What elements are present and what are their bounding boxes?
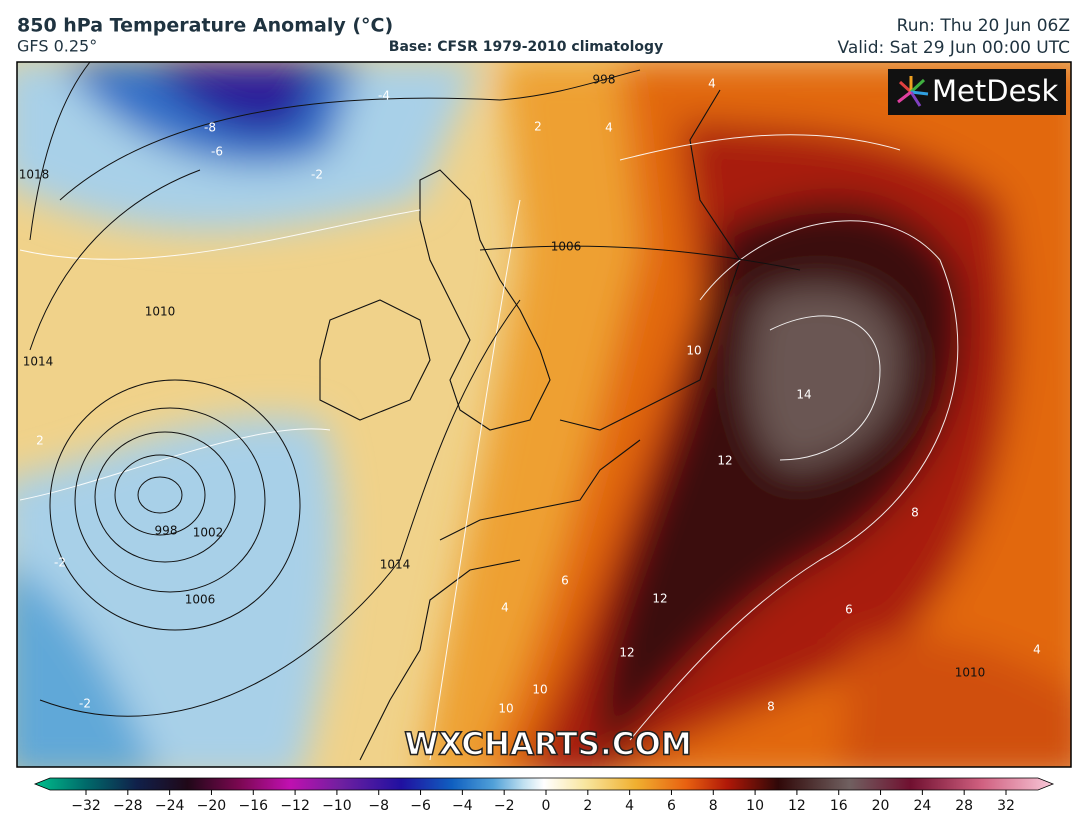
colorbar-tick-label: 20: [872, 798, 890, 814]
coastlines: [319, 89, 741, 761]
colorbar-tick-label: 10: [746, 798, 764, 814]
colorbar-tick-label: −6: [410, 798, 431, 814]
pressure-label: 1006: [185, 593, 216, 607]
anomaly-label: 14: [796, 388, 811, 402]
logo: MetDesk: [932, 74, 1059, 108]
pressure-label: 1006: [551, 240, 582, 254]
colorbar-tick-label: −4: [452, 798, 473, 814]
valid: Valid: Sat 29 Jun 00:00 UTC: [838, 38, 1070, 58]
pressure-label: 1014: [23, 355, 54, 369]
anomaly-label: 12: [717, 454, 732, 468]
model: GFS 0.25°: [17, 37, 97, 56]
anomaly-label: 8: [767, 700, 775, 714]
anomaly-label: -6: [211, 145, 223, 159]
anomaly-label: 10: [686, 344, 701, 358]
anomaly-label: 6: [561, 574, 569, 588]
colorbar-tick-label: 4: [625, 798, 634, 814]
anomaly-label: 4: [605, 121, 613, 135]
colorbar-tick-label: −16: [238, 798, 268, 814]
colorbar-tick-label: −8: [368, 798, 389, 814]
title: 850 hPa Temperature Anomaly (°C): [17, 15, 393, 37]
anomaly-label: -2: [311, 168, 323, 182]
pressure-label: 998: [593, 73, 616, 87]
anomaly-label: 12: [652, 592, 667, 606]
colorbar-tick-label: 24: [913, 798, 931, 814]
anomaly-label: 12: [619, 646, 634, 660]
anomaly-label: 4: [1033, 643, 1041, 657]
colorbar-tick-label: 0: [542, 798, 551, 814]
isobars: [29, 62, 801, 717]
anomaly-label: 2: [36, 434, 44, 448]
run: Run: Thu 20 Jun 06Z: [897, 16, 1070, 36]
anomaly-label: 10: [532, 683, 547, 697]
colorbar-tick-label: 6: [667, 798, 676, 814]
colorbar: [33, 777, 1055, 791]
anomaly-label: -8: [204, 121, 216, 135]
colorbar-tick-label: −24: [155, 798, 185, 814]
colorbar-tick-label: −12: [280, 798, 310, 814]
anomaly-label: 2: [534, 120, 542, 134]
anomaly-label: 10: [498, 702, 513, 716]
colorbar-tick-label: −2: [494, 798, 515, 814]
colorbar-tick-label: 2: [583, 798, 592, 814]
pressure-label: 998: [155, 524, 178, 538]
map-frame: [16, 61, 1072, 768]
anomaly-label: -2: [54, 556, 66, 570]
colorbar-tick-label: 28: [955, 798, 973, 814]
logo-icon: [897, 76, 929, 107]
colorbar-tick-label: −32: [71, 798, 101, 814]
watermark: WXCHARTS.COM: [404, 727, 691, 763]
pressure-label: 1014: [380, 558, 411, 572]
colorbar-tick-label: 32: [997, 798, 1015, 814]
base: Base: CFSR 1979-2010 climatology: [389, 39, 663, 55]
pressure-label: 1010: [955, 666, 986, 680]
colorbar-tick-label: −10: [322, 798, 352, 814]
anomaly-label: 4: [501, 601, 509, 615]
anomaly-label: -2: [79, 697, 91, 711]
anomaly-label: 8: [911, 506, 919, 520]
colorbar-tick-label: −28: [113, 798, 143, 814]
colorbar-tick-label: 16: [830, 798, 848, 814]
colorbar-tick-label: −20: [197, 798, 227, 814]
pressure-label: 1018: [19, 168, 50, 182]
anomaly-label: -4: [378, 89, 390, 103]
pressure-label: 1010: [145, 305, 176, 319]
colorbar-ticks: −32 −28 −24 −20 −16 −12 −10 −8 −6 −4 −2 0 2 4 6 8 10 12 16…: [71, 790, 1015, 814]
anomaly-label: 4: [708, 77, 716, 91]
colorbar-tick-label: 8: [709, 798, 718, 814]
colorbar-tick-label: 12: [788, 798, 806, 814]
anomaly-label: 6: [845, 603, 853, 617]
pressure-label: 1002: [193, 526, 224, 540]
